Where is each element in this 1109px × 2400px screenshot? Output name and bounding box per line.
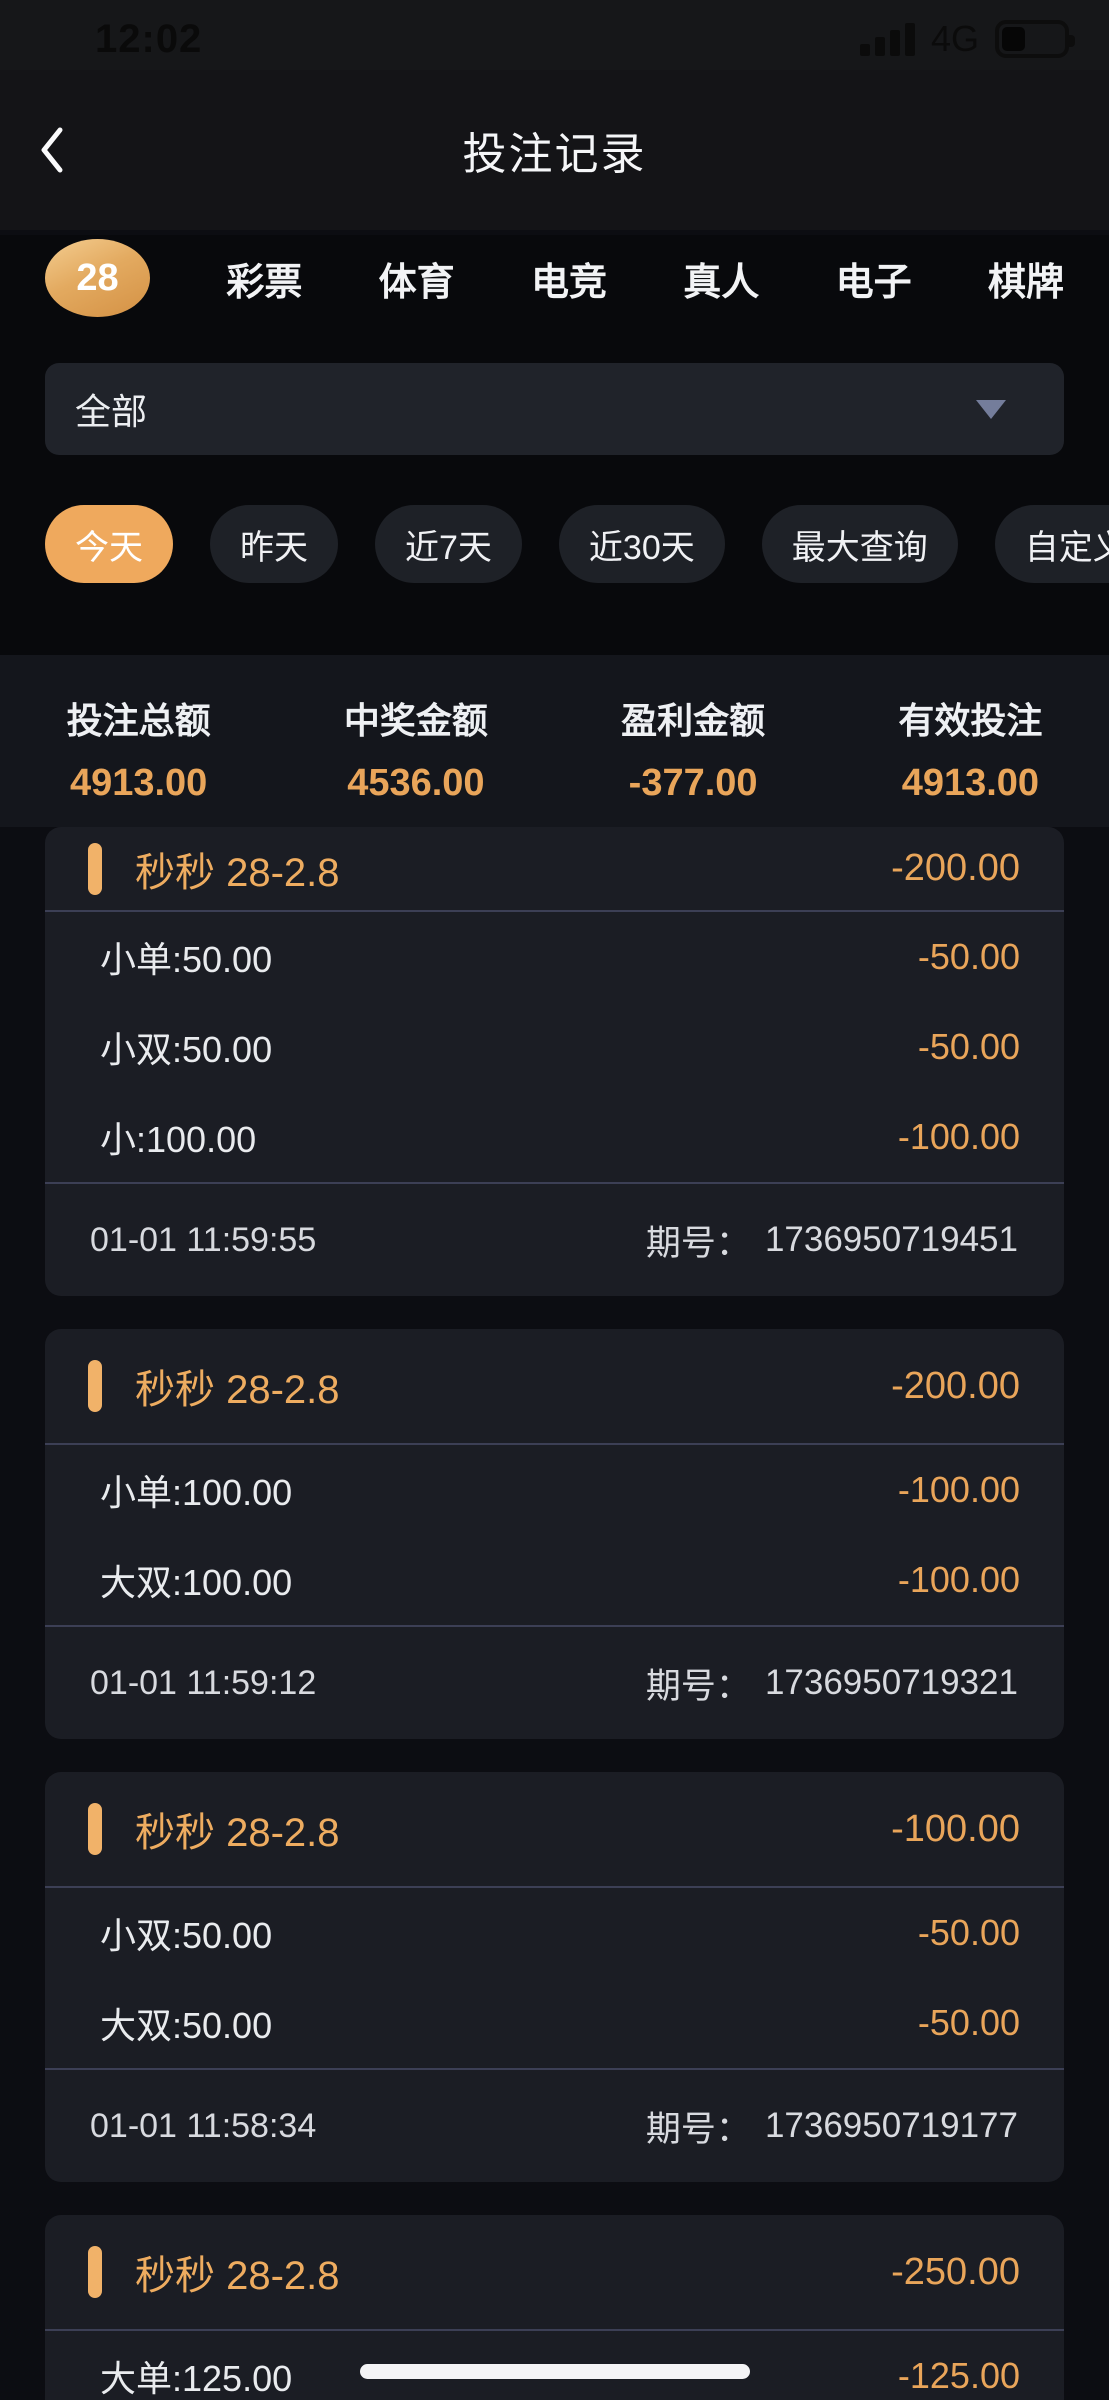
tab-28[interactable]: 28 xyxy=(45,239,150,317)
filter-section: 28 彩票 体育 电竞 真人 电子 棋牌 全部 今天 昨天 近7天 近30天 最… xyxy=(0,235,1109,655)
bet-row: 大双:100.00 -100.00 xyxy=(100,1559,1020,1603)
record-footer: 01-01 11:58:34 期号： 1736950719177 xyxy=(45,2070,1064,2182)
home-indicator[interactable] xyxy=(359,2364,750,2379)
record-issue: 期号： 1736950719321 xyxy=(645,1663,1018,1706)
divider xyxy=(45,910,1064,912)
signal-strength-icon xyxy=(859,22,915,56)
bet-row: 小单:50.00 -50.00 xyxy=(100,936,1020,980)
bet-row: 小单:100.00 -100.00 xyxy=(100,1469,1020,1513)
record-issue: 期号： 1736950719451 xyxy=(645,1220,1018,1263)
accent-bar xyxy=(88,1803,102,1855)
chevron-left-icon xyxy=(41,127,63,173)
stat-win-amount: 中奖金额 4536.00 xyxy=(343,699,488,804)
record-header: 秒秒 28-2.8 -200.00 xyxy=(45,827,1064,910)
summary-stats: 投注总额 4913.00 中奖金额 4536.00 盈利金额 -377.00 有… xyxy=(0,655,1109,827)
record-header: 秒秒 28-2.8 -200.00 xyxy=(45,1329,1064,1443)
accent-bar xyxy=(88,842,102,895)
record-footer: 01-01 11:59:12 期号： 1736950719321 xyxy=(45,1627,1064,1739)
record-time: 01-01 11:58:34 xyxy=(90,2106,317,2145)
date-filter-max[interactable]: 最大查询 xyxy=(761,505,958,583)
record-card[interactable]: 秒秒 28-2.8 -200.00 小单:50.00 -50.00 小双:50.… xyxy=(45,827,1064,1296)
record-card[interactable]: 秒秒 28-2.8 -100.00 小双:50.00 -50.00 大双:50.… xyxy=(45,1772,1064,2182)
record-total: -200.00 xyxy=(891,847,1020,889)
tab-chess[interactable]: 棋牌 xyxy=(987,261,1064,304)
divider xyxy=(45,1886,1064,1888)
date-filter-7days[interactable]: 近7天 xyxy=(375,505,522,583)
record-time: 01-01 11:59:12 xyxy=(90,1663,317,1702)
network-type-label: 4G xyxy=(930,18,979,59)
record-time: 01-01 11:59:55 xyxy=(90,1220,317,1259)
tab-electronic[interactable]: 电子 xyxy=(835,261,912,304)
tab-live[interactable]: 真人 xyxy=(683,261,760,304)
divider xyxy=(45,2068,1064,2070)
date-filter-today[interactable]: 今天 xyxy=(45,505,173,583)
date-filter-yesterday[interactable]: 昨天 xyxy=(210,505,338,583)
bet-row: 大双:50.00 -50.00 xyxy=(100,2002,1020,2046)
record-total: -250.00 xyxy=(891,2250,1020,2293)
battery-fill xyxy=(1002,27,1025,51)
record-issue: 期号： 1736950719177 xyxy=(645,2106,1018,2149)
nav-bar: 投注记录 xyxy=(0,70,1109,230)
game-filter-dropdown[interactable]: 全部 xyxy=(45,363,1064,455)
game-filter-selected: 全部 xyxy=(75,391,148,432)
date-filter-custom[interactable]: 自定义 xyxy=(994,505,1109,583)
record-header: 秒秒 28-2.8 -100.00 xyxy=(45,1772,1064,1886)
tab-sports[interactable]: 体育 xyxy=(378,261,455,304)
accent-bar xyxy=(88,2246,102,2298)
record-card[interactable]: 秒秒 28-2.8 -200.00 小单:100.00 -100.00 大双:1… xyxy=(45,1329,1064,1739)
status-bar: 12:02 4G xyxy=(0,0,1109,70)
tab-lottery[interactable]: 彩票 xyxy=(226,261,303,304)
stat-valid-bet: 有效投注 4913.00 xyxy=(898,699,1043,804)
back-button[interactable] xyxy=(36,120,82,180)
bet-row: 小双:50.00 -50.00 xyxy=(100,1912,1020,1956)
bet-row: 大单:125.00 -125.00 xyxy=(100,2355,1020,2399)
chevron-down-icon xyxy=(976,399,1006,419)
record-header: 秒秒 28-2.8 -250.00 xyxy=(45,2215,1064,2329)
bet-row: 小:100.00 -100.00 xyxy=(100,1116,1020,1160)
record-footer: 01-01 11:59:55 期号： 1736950719451 xyxy=(45,1184,1064,1296)
divider xyxy=(45,1182,1064,1184)
record-list: 秒秒 28-2.8 -200.00 小单:50.00 -50.00 小双:50.… xyxy=(0,827,1109,2400)
record-total: -200.00 xyxy=(891,1364,1020,1407)
page-title: 投注记录 xyxy=(462,130,647,179)
category-tabs: 28 彩票 体育 电竞 真人 电子 棋牌 xyxy=(0,235,1109,321)
stat-total-bet: 投注总额 4913.00 xyxy=(66,699,211,804)
status-bar-right: 4G xyxy=(859,18,1075,60)
record-total: -100.00 xyxy=(891,1807,1020,1850)
battery-icon xyxy=(995,20,1075,58)
date-filter-pills: 今天 昨天 近7天 近30天 最大查询 自定义 xyxy=(45,505,1109,583)
divider xyxy=(45,1625,1064,1627)
accent-bar xyxy=(88,1360,102,1412)
stat-profit: 盈利金额 -377.00 xyxy=(621,699,766,804)
bet-row: 小双:50.00 -50.00 xyxy=(100,1026,1020,1070)
divider xyxy=(45,1443,1064,1445)
battery-cap xyxy=(1069,35,1075,47)
clock: 12:02 xyxy=(95,16,203,61)
divider xyxy=(45,2329,1064,2331)
tab-esports[interactable]: 电竞 xyxy=(530,261,607,304)
date-filter-30days[interactable]: 近30天 xyxy=(558,505,725,583)
